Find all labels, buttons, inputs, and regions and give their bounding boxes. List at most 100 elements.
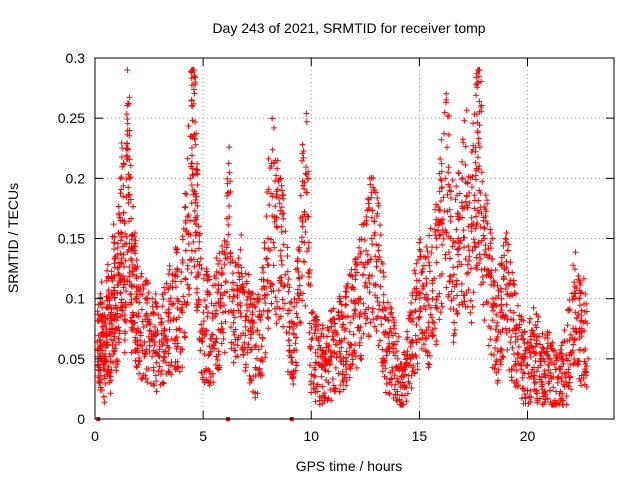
- data-point: [277, 247, 284, 254]
- data-point: [99, 347, 106, 354]
- x-tick-label: 5: [199, 428, 207, 444]
- data-point: [95, 361, 102, 368]
- data-point: [507, 307, 514, 314]
- y-tick-label: 0.3: [66, 50, 86, 66]
- chart-title: Day 243 of 2021, SRMTID for receiver tom…: [212, 20, 485, 36]
- data-point: [101, 361, 108, 368]
- data-point: [498, 295, 505, 302]
- data-point: [108, 321, 115, 328]
- data-point: [347, 319, 354, 326]
- data-point: [111, 333, 118, 340]
- data-point: [104, 267, 111, 274]
- data-point: [113, 357, 120, 364]
- data-point: [111, 233, 118, 240]
- data-point: [265, 235, 271, 242]
- data-point: [351, 307, 358, 314]
- data-point: [269, 193, 276, 200]
- y-axis-label: SRMTID / TECUs: [5, 183, 21, 293]
- data-point: [412, 307, 419, 314]
- x-tick-label: 20: [520, 428, 536, 444]
- x-axis-label: GPS time / hours: [296, 458, 403, 474]
- data-point: [450, 271, 457, 278]
- y-tick-label: 0.15: [58, 231, 85, 247]
- grid-lines: [95, 58, 614, 419]
- data-point: [472, 159, 479, 166]
- data-point: [377, 283, 384, 290]
- data-point: [98, 279, 105, 286]
- data-point: [312, 349, 319, 356]
- data-point: [515, 343, 522, 350]
- data-point: [115, 203, 122, 210]
- data-point: [110, 221, 117, 228]
- data-point: [98, 343, 105, 350]
- data-point: [98, 301, 105, 308]
- data-point: [567, 331, 574, 338]
- data-point: [102, 380, 109, 387]
- y-tick-label: 0.05: [58, 351, 85, 367]
- data-point: [115, 230, 122, 237]
- data-point: [110, 239, 117, 246]
- data-point: [126, 175, 133, 182]
- x-tick-label: 10: [303, 428, 319, 444]
- data-point: [433, 259, 440, 266]
- data-point: [101, 373, 108, 380]
- data-point: [243, 313, 250, 320]
- data-point: [101, 312, 108, 319]
- data-point: [502, 286, 509, 293]
- y-tick-label: 0.1: [66, 291, 86, 307]
- data-point: [256, 331, 263, 338]
- data-point: [94, 308, 101, 315]
- data-point: [102, 322, 109, 329]
- data-point: [112, 341, 119, 348]
- data-point: [115, 324, 122, 331]
- data-point: [110, 359, 117, 366]
- data-point: [113, 367, 120, 374]
- data-point: [96, 337, 103, 344]
- data-point: [115, 335, 122, 342]
- y-tick-label: 0.2: [66, 170, 86, 186]
- data-point: [120, 193, 127, 200]
- data-point: [102, 344, 109, 351]
- data-point: [97, 290, 104, 297]
- data-point: [394, 355, 401, 362]
- data-point: [368, 235, 375, 242]
- data-point: [97, 376, 104, 383]
- data-point: [109, 275, 116, 282]
- data-point: [114, 251, 121, 258]
- data-point: [103, 357, 110, 364]
- y-tick-label: 0.25: [58, 110, 85, 126]
- data-point: [111, 291, 118, 298]
- data-point: [114, 358, 121, 365]
- data-point: [230, 319, 237, 326]
- data-point: [107, 373, 114, 380]
- data-point: [110, 337, 117, 344]
- data-point: [111, 255, 118, 262]
- data-point: [106, 295, 113, 302]
- data-point: [95, 311, 102, 318]
- data-point: [111, 272, 118, 279]
- data-point: [100, 393, 107, 400]
- data-point: [103, 333, 110, 340]
- data-point: [182, 247, 189, 254]
- data-point: [489, 295, 496, 302]
- data-point: [108, 366, 115, 373]
- data-point: [204, 313, 211, 320]
- data-point: [193, 193, 200, 200]
- data-point: [442, 175, 449, 182]
- data-point: [282, 271, 289, 278]
- data-point: [104, 261, 111, 268]
- data-point: [101, 399, 108, 406]
- data-point: [97, 367, 104, 374]
- data-point: [111, 294, 118, 301]
- data-point: [585, 355, 592, 362]
- data-point: [114, 361, 121, 368]
- data-point: [103, 304, 110, 311]
- data-point: [110, 351, 117, 358]
- data-point: [95, 380, 102, 387]
- data-point: [108, 268, 115, 275]
- data-point: [226, 203, 233, 210]
- data-point: [99, 386, 106, 393]
- data-point: [114, 244, 121, 251]
